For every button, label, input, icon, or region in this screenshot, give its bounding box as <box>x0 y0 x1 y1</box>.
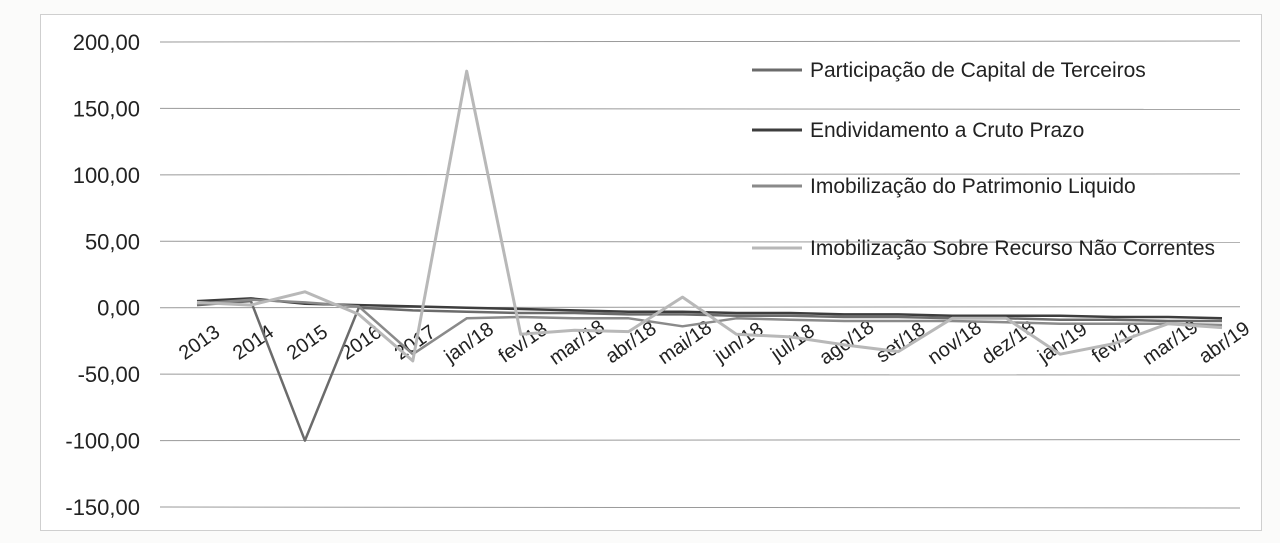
gridline <box>159 107 1241 110</box>
x-tick-label: dez/18 <box>978 317 1040 369</box>
legend-entry: Imobilização do Patrimonio Liquido <box>810 175 1136 198</box>
y-tick-label: -150,00 <box>65 495 140 520</box>
x-tick-label: 2014 <box>229 321 278 365</box>
chart-frame <box>40 14 1262 531</box>
legend-entry: Imobilização Sobre Recurso Não Correntes <box>810 237 1215 260</box>
y-tick-label: 0,00 <box>97 296 140 321</box>
legend-entry: Endividamento a Cruto Prazo <box>810 119 1084 142</box>
series-line <box>196 298 1223 356</box>
gridline <box>159 373 1241 376</box>
y-tick-label: -100,00 <box>65 429 140 454</box>
y-tick-label: 100,00 <box>73 163 140 188</box>
series-line <box>196 69 1223 363</box>
x-tick-label: jul/18 <box>766 320 819 366</box>
x-tick-label: nov/18 <box>924 317 986 369</box>
gridline <box>159 40 1241 43</box>
y-tick-label: 200,00 <box>73 30 140 55</box>
x-tick-label: abr/18 <box>602 318 661 369</box>
x-tick-label: set/18 <box>872 318 929 367</box>
x-tick-label: jan/18 <box>440 318 498 368</box>
gridline <box>159 506 1241 509</box>
y-tick-label: -50,00 <box>78 362 140 387</box>
y-tick-label: 50,00 <box>85 229 140 254</box>
gridline <box>159 173 1241 176</box>
x-tick-label: jun/18 <box>710 318 768 368</box>
gridline <box>159 240 1241 243</box>
gridline <box>159 439 1241 442</box>
legend-entry: Participação de Capital de Terceiros <box>810 59 1146 82</box>
x-tick-label: mar/18 <box>545 316 609 370</box>
y-tick-label: 150,00 <box>73 96 140 121</box>
x-tick-label: 2015 <box>283 321 332 365</box>
x-tick-label: fev/18 <box>495 318 552 367</box>
x-tick-label: 2013 <box>175 321 224 365</box>
series-line <box>196 297 1223 320</box>
